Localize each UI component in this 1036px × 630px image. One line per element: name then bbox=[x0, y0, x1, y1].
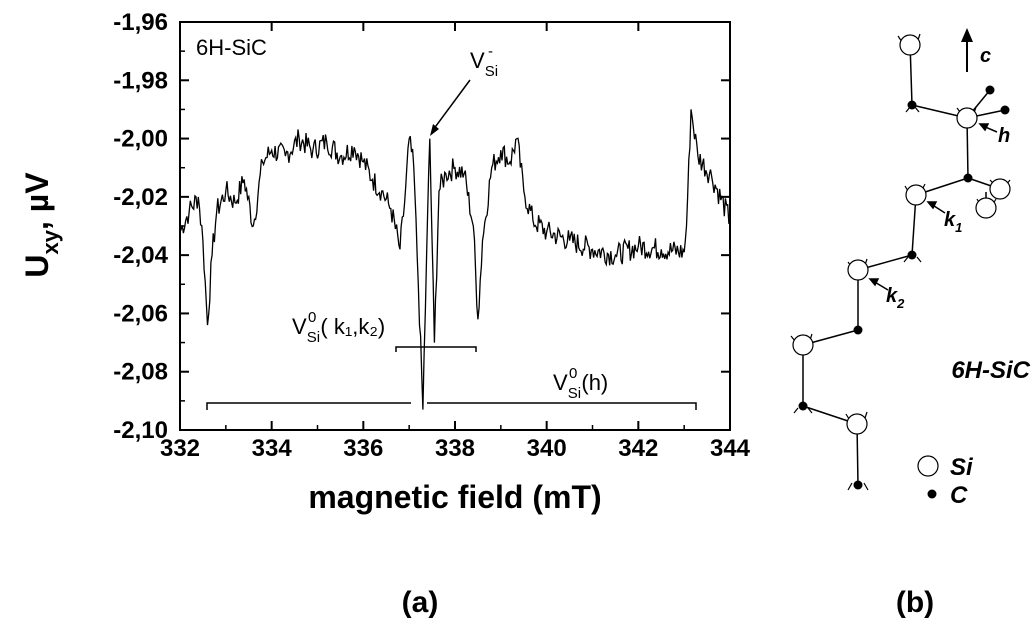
c-atom bbox=[985, 85, 995, 95]
y-tick-label: -2,02 bbox=[113, 184, 168, 211]
y-tick-label: -1,96 bbox=[113, 9, 168, 36]
si-atom bbox=[989, 178, 1011, 200]
h-site-label: h bbox=[998, 125, 1010, 147]
c-axis-arrow: c bbox=[961, 28, 991, 72]
site-pointers bbox=[868, 123, 998, 291]
vsi-minus-arrowhead bbox=[430, 124, 439, 136]
c-atom bbox=[798, 401, 808, 411]
vsi0-k-label: VSi0( k₁,k₂) bbox=[292, 309, 385, 346]
legend-si-label: Si bbox=[950, 454, 974, 481]
series-line bbox=[179, 109, 731, 410]
vsi-minus-label: VSi- bbox=[470, 43, 498, 80]
vsi0-h-label: VSi0 (h) bbox=[553, 365, 608, 402]
crystal-structure: c h k1 k2 6H-SiC Si C (b) bbox=[790, 28, 1031, 619]
c-atom bbox=[1000, 105, 1010, 115]
legend-si-marker bbox=[917, 455, 939, 477]
y-axis-title: Uxy, µV bbox=[19, 172, 63, 278]
c-atom bbox=[907, 100, 917, 110]
x-tick-label: 338 bbox=[435, 435, 475, 462]
k2-site-label: k2 bbox=[886, 285, 905, 311]
x-tick-label: 344 bbox=[710, 435, 751, 462]
vsi-minus-arrow bbox=[432, 79, 471, 131]
vsi0-h-annotation: VSi0 (h) bbox=[206, 365, 697, 410]
structure-dangling-bonds bbox=[790, 33, 1011, 491]
vsi0-k-annotation: VSi0( k₁,k₂) bbox=[292, 309, 477, 352]
sample-label: 6H-SiC bbox=[196, 35, 267, 60]
c-axis-label: c bbox=[980, 45, 991, 67]
x-tick-label: 334 bbox=[252, 435, 293, 462]
panel-a-label: (a) bbox=[402, 586, 439, 619]
legend-c-marker bbox=[927, 489, 937, 499]
panel-b-label: (b) bbox=[896, 586, 934, 619]
si-atom bbox=[847, 259, 869, 281]
c-atom bbox=[963, 173, 973, 183]
si-atom bbox=[846, 413, 868, 435]
epr-chart: 332 334 336 338 340 342 344 -1,96 -1,98 -2,00 -2,… bbox=[19, 9, 751, 619]
y-tick-label: -2,00 bbox=[113, 126, 168, 153]
si-atom bbox=[905, 184, 927, 206]
c-atom bbox=[853, 480, 863, 490]
c-atom bbox=[853, 325, 863, 335]
x-tick-label: 332 bbox=[160, 435, 200, 462]
vsi0-h-bracket bbox=[206, 402, 697, 410]
si-atoms bbox=[792, 34, 1011, 435]
x-tick-label: 342 bbox=[618, 435, 658, 462]
material-label: 6H-SiC bbox=[951, 357, 1030, 384]
si-atom bbox=[975, 197, 997, 219]
y-tick-label: -2,10 bbox=[113, 417, 168, 444]
c-atom bbox=[907, 250, 917, 260]
legend-c-label: C bbox=[950, 482, 968, 509]
c-atoms bbox=[798, 85, 1010, 490]
y-tick-label: -2,04 bbox=[113, 242, 168, 269]
x-tick-labels: 332 334 336 338 340 342 344 bbox=[160, 435, 751, 462]
si-atom bbox=[792, 334, 814, 356]
y-tick-label: -2,06 bbox=[113, 300, 168, 327]
structure-legend: Si C bbox=[917, 454, 974, 509]
x-tick-label: 336 bbox=[343, 435, 383, 462]
vsi-minus-annotation: VSi- bbox=[430, 43, 498, 136]
y-tick-label: -2,08 bbox=[113, 359, 168, 386]
structure-bonds bbox=[802, 41, 1006, 486]
plot-frame bbox=[179, 21, 731, 431]
vsi0-k-bracket bbox=[395, 346, 477, 352]
x-tick-label: 340 bbox=[527, 435, 567, 462]
si-atom bbox=[899, 34, 921, 56]
x-axis-title: magnetic field (mT) bbox=[308, 479, 601, 515]
y-tick-labels: -1,96 -1,98 -2,00 -2,02 -2,04 -2,06 -2,08 -2,10 bbox=[113, 9, 168, 444]
k1-site-label: k1 bbox=[944, 209, 962, 235]
y-tick-label: -1,98 bbox=[113, 67, 168, 94]
axis-ticks bbox=[179, 21, 731, 431]
si-atom bbox=[956, 107, 978, 129]
